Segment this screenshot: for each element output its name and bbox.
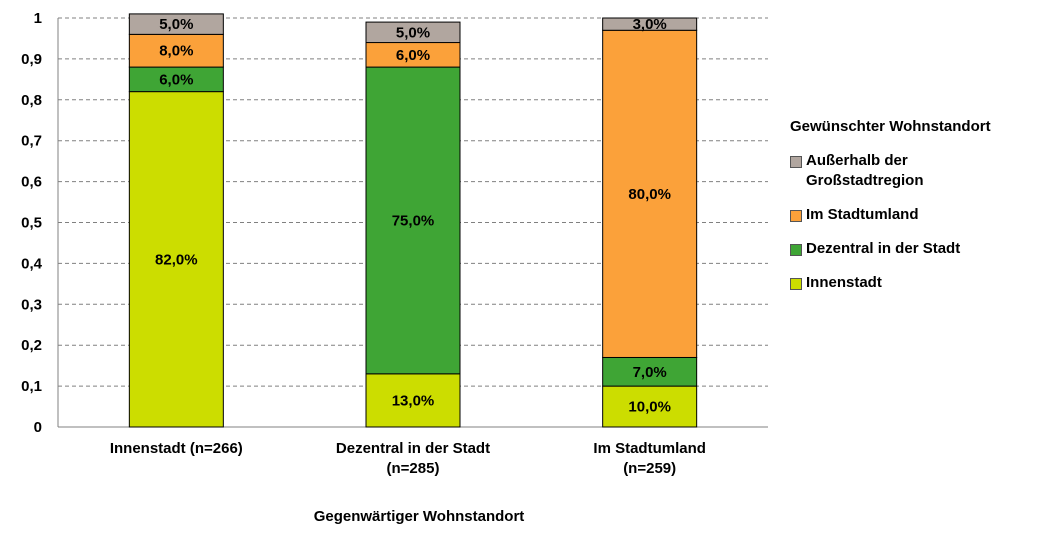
data-label: 7,0%	[633, 364, 667, 381]
y-tick-label: 0,3	[21, 296, 42, 313]
bar-segment	[602, 356, 698, 387]
y-tick-label: 0,2	[21, 337, 42, 354]
y-tick-label: 0,9	[21, 51, 42, 68]
legend-swatch-stadtumland	[790, 210, 802, 222]
y-tick-label: 0,5	[21, 215, 42, 232]
data-label: 13,0%	[392, 392, 435, 409]
data-label: 5,0%	[396, 24, 430, 41]
legend-item-innenstadt: Innenstadt	[790, 273, 1040, 293]
legend-item-stadtumland: Im Stadtumland	[790, 205, 1040, 225]
bar-segment	[365, 66, 461, 375]
legend-swatch-dezentral	[790, 244, 802, 256]
y-tick-label: 1	[34, 10, 42, 27]
data-label: 80,0%	[628, 186, 671, 203]
x-tick-label: Innenstadt (n=266)	[110, 440, 243, 457]
legend-item-outside: Außerhalb der Großstadtregion	[790, 151, 1040, 191]
data-label: 82,0%	[155, 251, 198, 268]
y-tick-label: 0,6	[21, 174, 42, 191]
data-label: 8,0%	[159, 43, 193, 60]
y-tick-label: 0,1	[21, 378, 42, 395]
bar-segment	[128, 13, 224, 35]
bar-segment	[128, 66, 224, 93]
legend-label-outside: Außerhalb der Großstadtregion	[806, 152, 924, 189]
y-tick-label: 0,4	[21, 255, 43, 272]
data-label: 6,0%	[159, 71, 193, 88]
legend-title: Gewünschter Wohnstandort	[790, 118, 991, 135]
legend-item-dezentral: Dezentral in der Stadt	[790, 239, 1040, 259]
legend-swatch-outside	[790, 156, 802, 168]
data-label: 6,0%	[396, 47, 430, 64]
legend-label-innenstadt: Innenstadt	[806, 274, 882, 291]
x-tick-label: Im Stadtumland (n=259)	[593, 440, 706, 477]
legend: Gewünschter Wohnstandort Außerhalb der G…	[790, 118, 1040, 307]
legend-label-stadtumland: Im Stadtumland	[806, 206, 919, 223]
bar-segment	[365, 21, 461, 44]
data-label: 5,0%	[159, 16, 193, 33]
bar-segment	[128, 33, 224, 68]
legend-label-dezentral: Dezentral in der Stadt	[806, 240, 961, 257]
x-axis-title: Gegenwärtiger Wohnstandort	[314, 508, 525, 525]
legend-swatch-innenstadt	[790, 278, 802, 290]
bar-segment	[365, 373, 461, 428]
y-tick-label: 0,8	[21, 92, 42, 109]
bar-segment	[602, 385, 698, 428]
bar-segment	[365, 42, 461, 68]
bar-segment	[128, 91, 224, 428]
data-label: 75,0%	[392, 212, 435, 229]
bar-segment	[602, 29, 698, 358]
bar-segment	[602, 17, 698, 31]
y-tick-label: 0	[34, 419, 42, 436]
x-tick-label: Dezentral in der Stadt (n=285)	[336, 440, 490, 477]
data-label: 3,0%	[633, 16, 667, 33]
y-tick-label: 0,7	[21, 133, 42, 150]
data-label: 10,0%	[628, 399, 671, 416]
